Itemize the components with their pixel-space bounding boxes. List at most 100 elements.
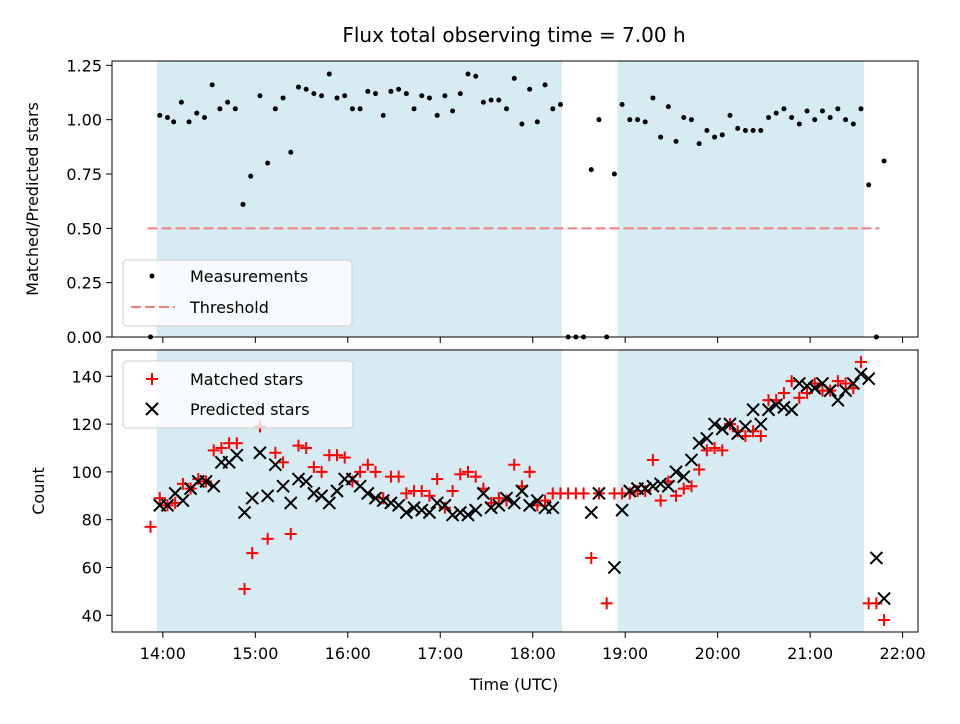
- matched-star-point: [523, 465, 536, 478]
- matched-star-point: [338, 451, 351, 464]
- predicted-star-point: [484, 501, 498, 515]
- predicted-star-point: [368, 491, 383, 505]
- measurement-point: [473, 73, 479, 79]
- measurement-point: [843, 117, 849, 123]
- matched-star-point: [461, 465, 474, 478]
- predicted-star-point: [468, 503, 483, 517]
- legend-label-predicted: Predicted stars: [190, 400, 310, 419]
- x-tick-label: 21:00: [787, 644, 833, 663]
- matched-star-point: [315, 465, 328, 478]
- measurement-point: [217, 106, 223, 112]
- predicted-star-point: [877, 591, 891, 606]
- predicted-star-point: [677, 469, 691, 484]
- matched-star-point: [677, 482, 690, 495]
- measurement-point: [650, 95, 656, 101]
- measurement-point: [240, 201, 246, 207]
- measurement-point: [164, 115, 170, 121]
- matched-star-point: [577, 487, 590, 500]
- predicted-star-point: [438, 498, 452, 513]
- bottom-y-axis-label: Count: [29, 467, 48, 515]
- matched-star-point: [539, 494, 552, 507]
- measurement-point: [773, 110, 779, 116]
- measurement-point: [658, 134, 664, 140]
- measurement-point: [388, 88, 394, 94]
- predicted-star-point: [823, 383, 837, 398]
- matched-star-point: [292, 439, 305, 452]
- predicted-star-point: [684, 453, 699, 467]
- predicted-star-point: [861, 371, 876, 386]
- predicted-star-point: [268, 458, 283, 472]
- measurement-point: [527, 86, 533, 92]
- measurement-point: [542, 82, 548, 88]
- top-y-tick-label: 0.25: [66, 274, 102, 293]
- top-y-axis-label: Matched/Predicted stars: [23, 102, 42, 296]
- measurement-point: [488, 97, 494, 103]
- predicted-star-point: [499, 491, 514, 505]
- top-y-tick-label: 1.25: [66, 56, 102, 75]
- predicted-star-point: [777, 400, 791, 415]
- matched-star-point: [685, 480, 698, 493]
- matched-star-point: [269, 446, 282, 459]
- matched-star-point: [508, 458, 521, 471]
- matched-star-point: [777, 387, 790, 400]
- measurement-point: [380, 112, 386, 118]
- bottom-legend: Matched stars Predicted stars: [122, 360, 354, 429]
- measurement-point: [704, 128, 710, 134]
- predicted-star-point: [707, 417, 722, 431]
- predicted-star-point: [784, 403, 799, 417]
- measurement-point: [403, 91, 409, 97]
- measurement-point: [635, 117, 641, 123]
- matched-star-point: [238, 582, 251, 595]
- matched-star-point: [261, 532, 274, 545]
- predicted-star-point: [700, 431, 714, 446]
- predicted-star-point: [692, 436, 706, 450]
- chart-title: Flux total observing time = 7.00 h: [342, 23, 685, 47]
- measurement-point: [334, 95, 340, 101]
- measurement-point: [858, 106, 864, 112]
- measurement-point: [365, 88, 371, 94]
- bottom-panel: 40 60 80 100 120 140 14:00 15:00 16:00 17:00 18:0…: [29, 349, 926, 694]
- measurement-point: [696, 141, 702, 147]
- measurement-point: [194, 110, 200, 116]
- predicted-star-point: [515, 484, 529, 498]
- x-axis-label: Time (UTC): [469, 675, 558, 694]
- predicted-star-point: [237, 505, 252, 520]
- predicted-star-point: [638, 481, 652, 496]
- measurement-point: [504, 106, 510, 112]
- measurement-point: [496, 97, 502, 103]
- matched-star-point: [369, 465, 382, 478]
- measurement-point: [557, 101, 563, 107]
- measurement-point: [157, 112, 163, 118]
- predicted-star-point: [476, 486, 491, 501]
- measurement-point: [457, 91, 463, 97]
- predicted-star-point: [299, 474, 313, 489]
- matched-star-point: [600, 597, 613, 610]
- measurement-point: [419, 93, 425, 99]
- measurement-point: [819, 108, 825, 114]
- predicted-star-point: [415, 503, 429, 517]
- measurement-point: [357, 106, 363, 112]
- predicted-star-point: [399, 505, 414, 520]
- top-y-tick-label: 0.75: [66, 165, 102, 184]
- predicted-star-point: [260, 489, 275, 503]
- predicted-star-point: [808, 381, 822, 395]
- x-tick-label: 19:00: [602, 644, 648, 663]
- predicted-star-point: [253, 446, 267, 460]
- bottom-y-tick-label: 40: [82, 606, 102, 625]
- predicted-star-point: [761, 403, 776, 417]
- measurement-point: [201, 115, 207, 121]
- matched-star-point: [215, 441, 228, 454]
- measurement-point: [588, 167, 594, 173]
- predicted-star-point: [422, 505, 437, 520]
- measurement-point: [665, 104, 671, 110]
- measurement-point: [719, 132, 725, 138]
- predicted-star-point: [307, 486, 321, 501]
- predicted-star-point: [831, 393, 845, 407]
- measurement-point: [178, 99, 184, 105]
- matched-star-point: [246, 547, 259, 560]
- top-y-tick-label: 0.50: [66, 219, 102, 238]
- top-x-ticks: [162, 337, 904, 343]
- measurement-point: [827, 115, 833, 121]
- matched-star-point: [431, 473, 444, 486]
